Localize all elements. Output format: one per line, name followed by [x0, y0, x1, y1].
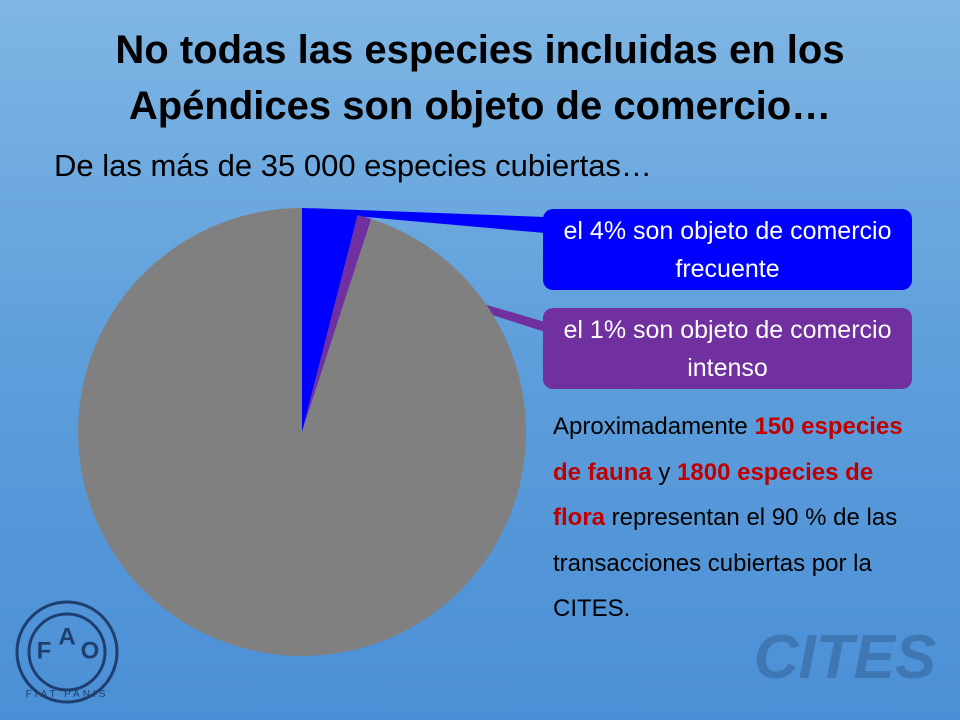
pie-slice [78, 208, 527, 657]
subtitle: De las más de 35 000 especies cubiertas… [54, 148, 652, 183]
annotation-text: 150 especies de fauna [553, 413, 903, 486]
annotation-text: y [651, 458, 678, 486]
annotation-text: 1800 especies de flora [553, 458, 874, 532]
pie [78, 208, 545, 657]
fao-motto: FIAT PANIS [26, 689, 109, 700]
pie-slice [302, 208, 358, 432]
callout-label: el 4% son objeto de comercio frecuente [543, 209, 912, 290]
fao-letter: A [58, 623, 75, 650]
annotation: Aproximadamente 150 especies de fauna y … [553, 404, 903, 632]
fao-logo: FAO FIAT PANIS [15, 600, 119, 704]
title: No todas las especies incluidas en los A… [115, 28, 845, 128]
annotation-text: Aproximadamente [553, 413, 755, 440]
cites-logo: CITES [754, 623, 937, 692]
annotation-text: representan el 90 % de las transacciones… [553, 504, 898, 622]
fao-letter: O [81, 637, 100, 664]
fao-letter: F [37, 637, 52, 664]
callout-label: el 1% son objeto de comercio intenso [543, 308, 912, 389]
callout-connector [313, 208, 545, 233]
